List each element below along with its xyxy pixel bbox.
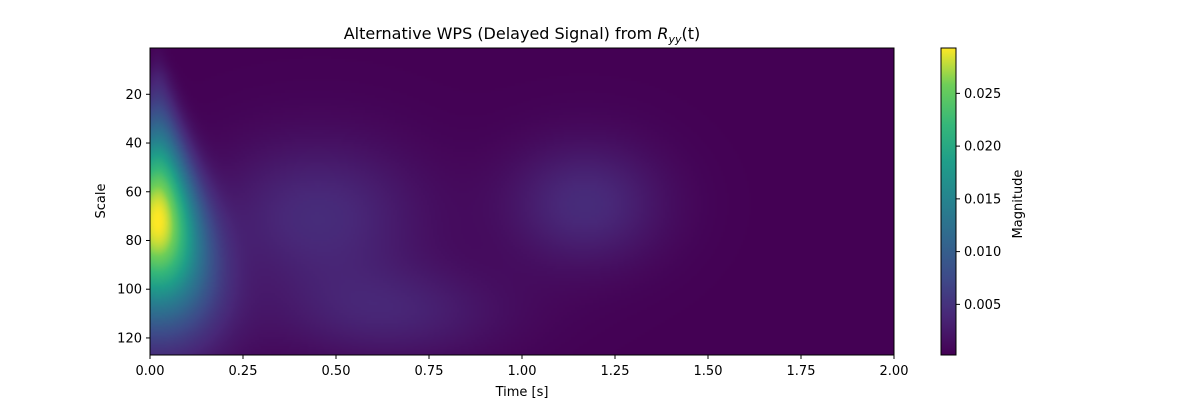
y-axis: 20 40 60 80 100 120 [117, 88, 150, 346]
x-tick-label: 1.75 [787, 364, 816, 379]
y-tick-label: 60 [125, 185, 142, 200]
y-tick-label: 80 [125, 234, 142, 249]
x-axis: 0.00 0.25 0.50 0.75 1.00 1.25 1.50 1.75 2.00 [136, 355, 909, 379]
x-axis-label: Time [s] [495, 385, 549, 400]
y-tick-label: 120 [117, 331, 142, 346]
x-tick-label: 1.00 [508, 364, 537, 379]
colorbar-tick-label: 0.015 [964, 192, 1001, 207]
colorbar-ticks: 0.005 0.010 0.015 0.020 0.025 [956, 87, 1001, 313]
plot-area [149, 47, 895, 356]
colorbar: 0.005 0.010 0.015 0.020 0.025 Magnitude [940, 47, 1026, 356]
colorbar-gradient [940, 47, 957, 356]
x-tick-label: 0.25 [229, 364, 258, 379]
y-tick-label: 20 [125, 88, 142, 103]
heatmap-raster [150, 48, 894, 355]
heatmap-image [150, 48, 894, 355]
x-tick-label: 0.00 [136, 364, 165, 379]
chart-title: Alternative WPS (Delayed Signal) from Ry… [344, 24, 701, 46]
x-tick-label: 1.50 [694, 364, 723, 379]
colorbar-label: Magnitude [1011, 170, 1026, 239]
colorbar-tick-label: 0.025 [964, 87, 1001, 102]
y-axis-label: Scale [94, 184, 109, 219]
y-tick-label: 40 [125, 137, 142, 152]
x-tick-label: 1.25 [601, 364, 630, 379]
x-tick-label: 0.50 [322, 364, 351, 379]
x-tick-label: 0.75 [415, 364, 444, 379]
colorbar-tick-label: 0.020 [964, 140, 1001, 155]
colorbar-tick-label: 0.010 [964, 245, 1001, 260]
colorbar-tick-label: 0.005 [964, 298, 1001, 313]
y-tick-label: 100 [117, 283, 142, 298]
x-tick-label: 2.00 [880, 364, 909, 379]
